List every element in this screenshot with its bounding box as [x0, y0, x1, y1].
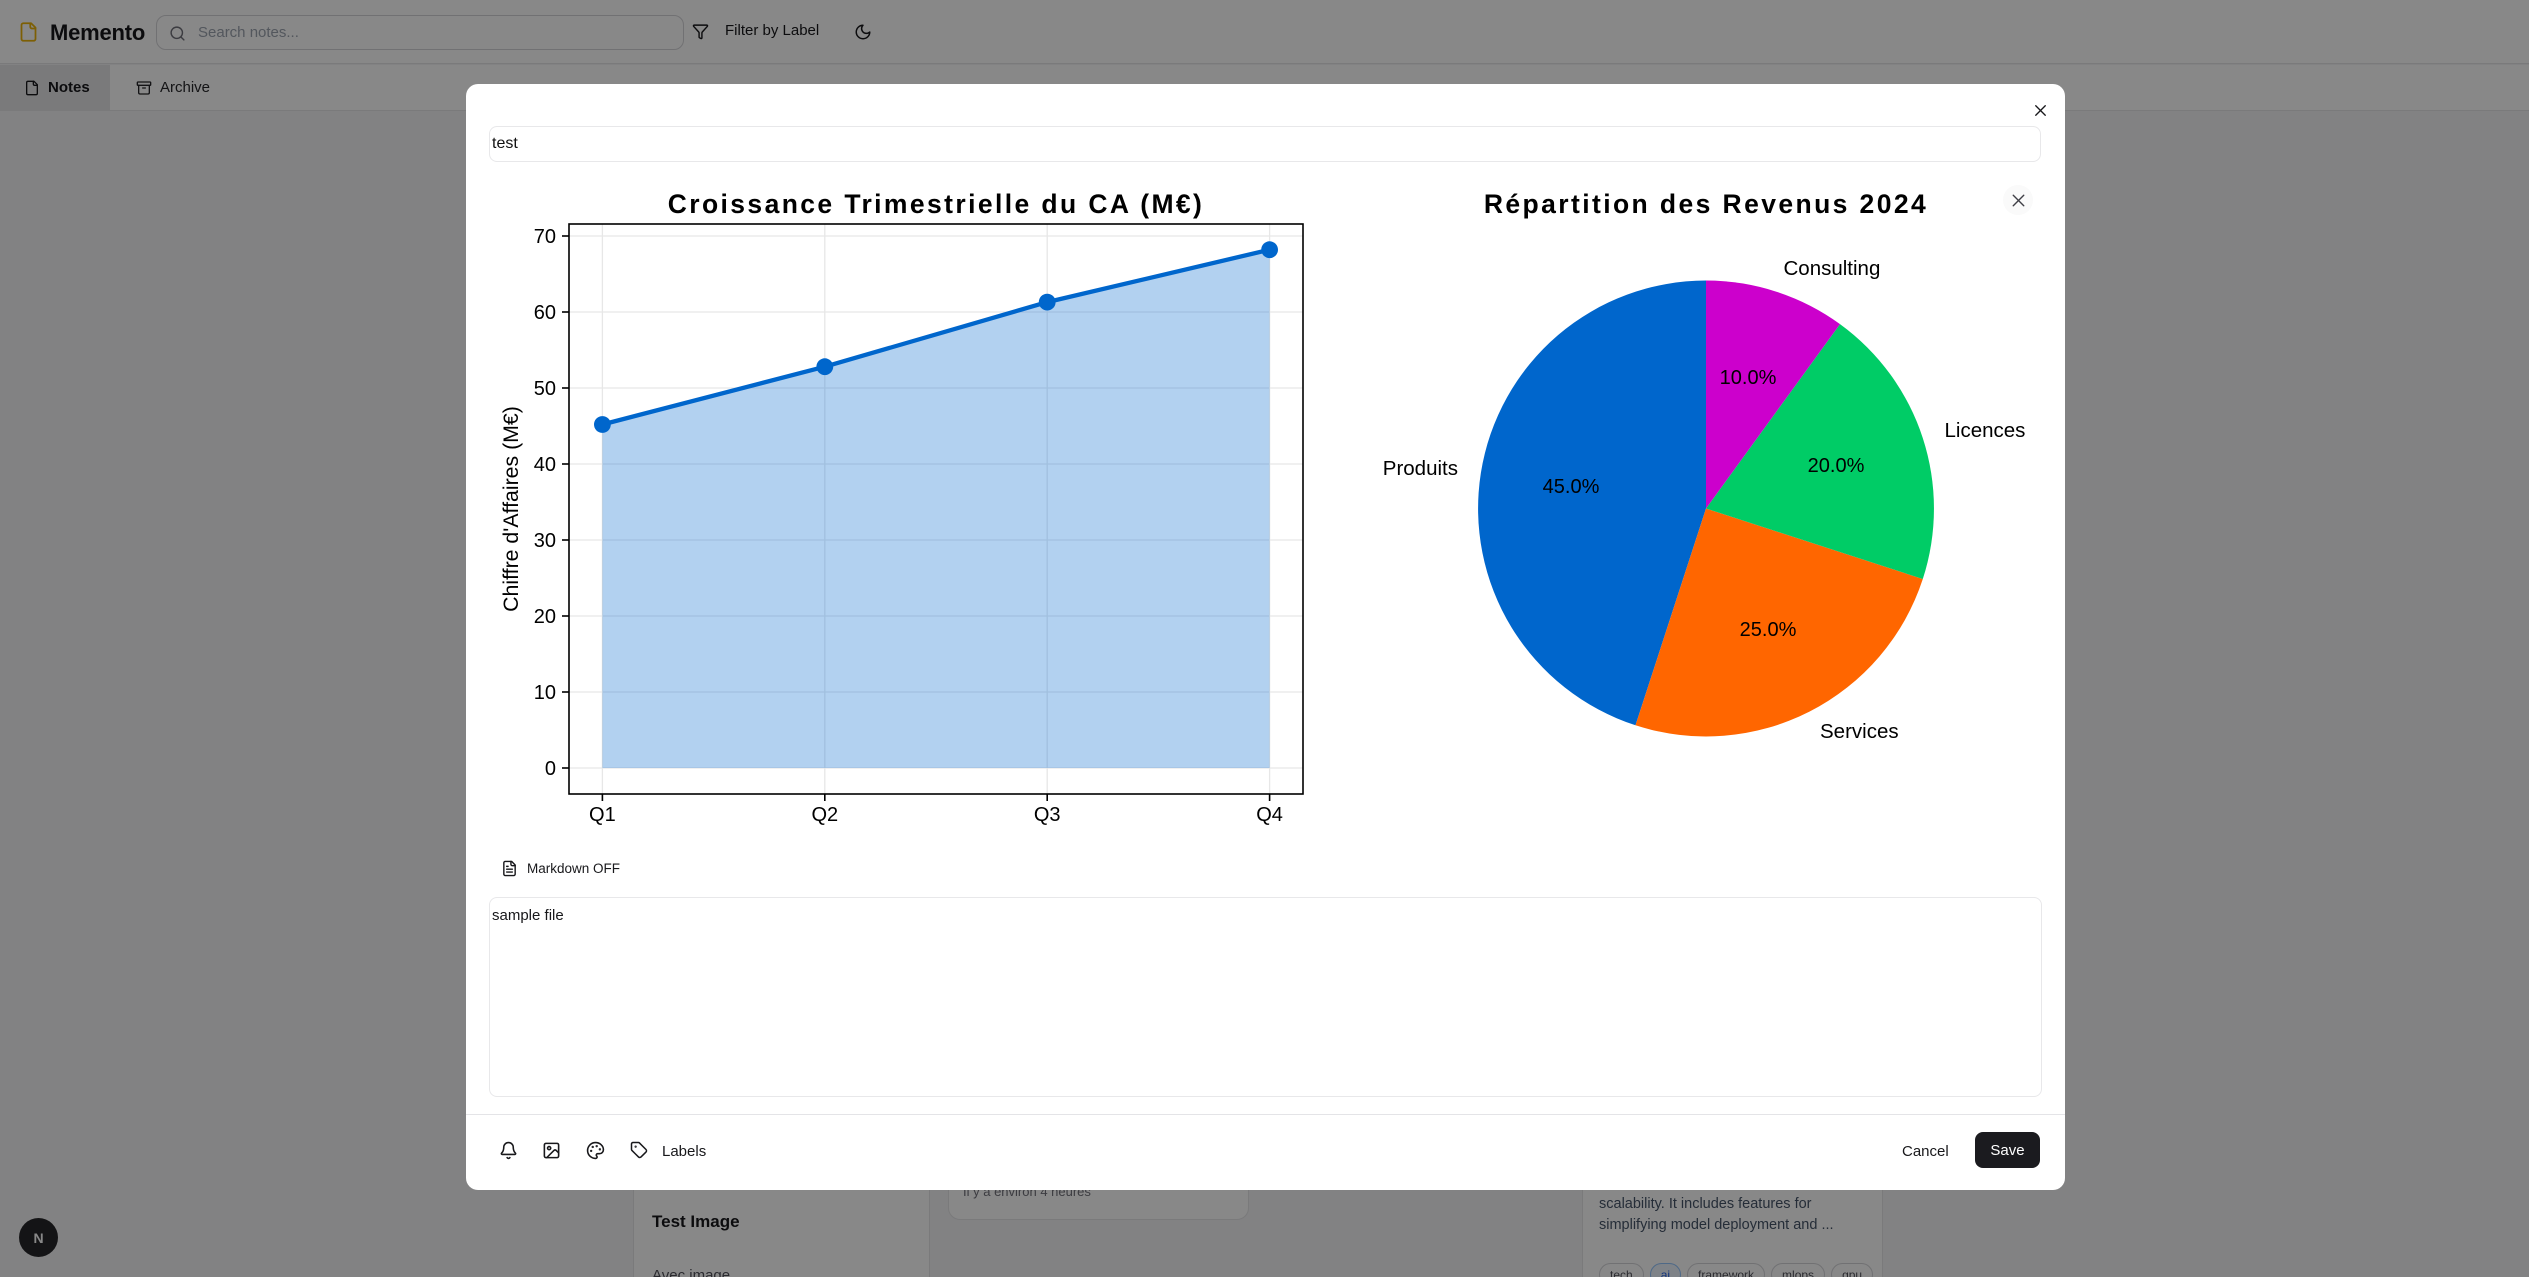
svg-text:0: 0 — [545, 758, 556, 780]
svg-text:50: 50 — [534, 378, 556, 400]
svg-text:20.0%: 20.0% — [1808, 455, 1865, 477]
svg-text:Q1: Q1 — [589, 804, 616, 826]
svg-text:Services: Services — [1820, 720, 1899, 743]
svg-text:70: 70 — [534, 226, 556, 248]
svg-text:10.0%: 10.0% — [1720, 367, 1777, 389]
svg-text:Croissance Trimestrielle du CA: Croissance Trimestrielle du CA (M€) — [668, 189, 1205, 219]
svg-text:Q4: Q4 — [1256, 804, 1283, 826]
svg-text:Répartition des Revenus 2024: Répartition des Revenus 2024 — [1484, 189, 1928, 219]
svg-text:40: 40 — [534, 454, 556, 476]
svg-text:Q3: Q3 — [1034, 804, 1061, 826]
svg-text:Consulting: Consulting — [1784, 257, 1881, 280]
svg-text:Produits: Produits — [1383, 457, 1458, 480]
svg-text:Q2: Q2 — [811, 804, 838, 826]
svg-text:30: 30 — [534, 530, 556, 552]
svg-text:Chiffre d'Affaires (M€): Chiffre d'Affaires (M€) — [499, 406, 523, 612]
svg-text:60: 60 — [534, 302, 556, 324]
svg-text:45.0%: 45.0% — [1543, 476, 1600, 498]
svg-text:25.0%: 25.0% — [1740, 619, 1797, 641]
svg-text:Licences: Licences — [1945, 419, 2026, 442]
svg-text:20: 20 — [534, 606, 556, 628]
svg-text:10: 10 — [534, 682, 556, 704]
